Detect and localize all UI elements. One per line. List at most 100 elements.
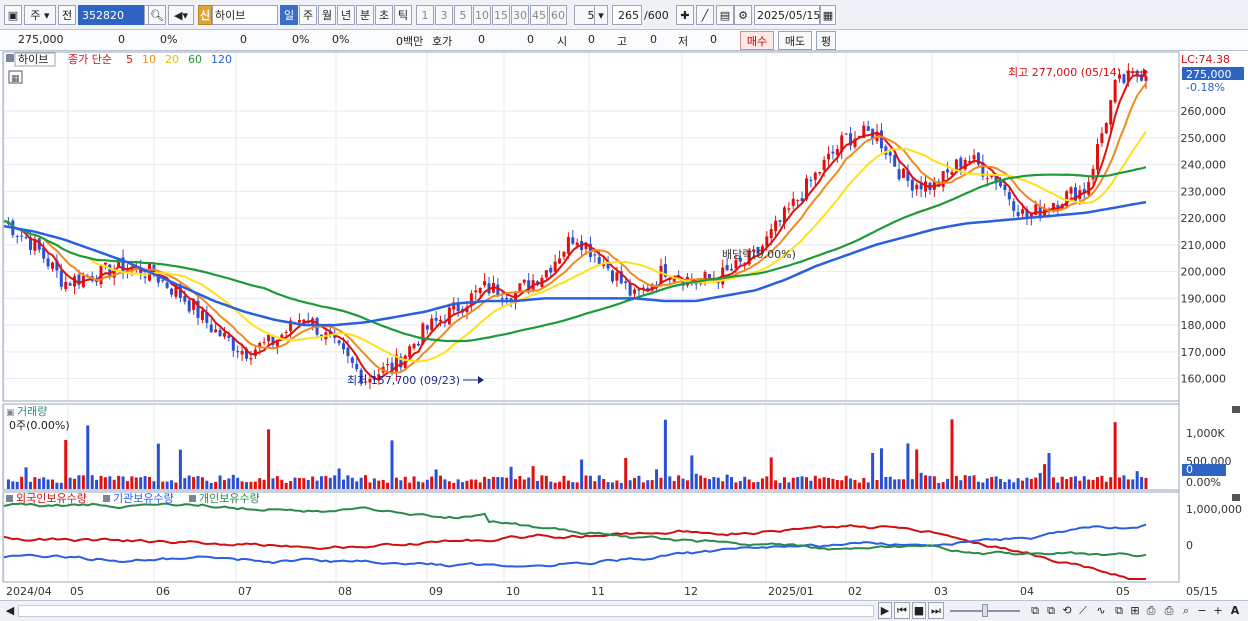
candle-body	[809, 179, 813, 181]
view-toggle-button[interactable]: 전	[58, 5, 76, 25]
panel-close-icon[interactable]	[1232, 406, 1240, 413]
interval-button-15[interactable]: 15	[492, 5, 510, 25]
candle-body	[121, 257, 125, 273]
candle-body	[703, 272, 707, 281]
candle-body	[46, 258, 50, 267]
interval-button-60[interactable]: 60	[549, 5, 567, 25]
volume-bar	[196, 476, 200, 489]
volume-bar	[236, 477, 240, 489]
quote-bar: 275,000 0 0% 0 0% 0% 0백만 호가 0 0 시 0 고 0 …	[0, 30, 1248, 51]
compare-icon[interactable]: ⧉	[1047, 603, 1055, 617]
candle-body	[791, 198, 795, 206]
volume-bar	[249, 481, 253, 489]
low-label: 저	[678, 35, 689, 48]
buy-button[interactable]: 매수	[740, 31, 774, 50]
volume-bar	[333, 475, 337, 489]
candle-body	[619, 271, 623, 284]
period-button-0[interactable]: 일	[280, 5, 298, 25]
candle-body	[906, 170, 910, 181]
data-count-input[interactable]: 265	[612, 5, 642, 25]
stock-name-field[interactable]: 하이브	[212, 5, 278, 25]
candle-body	[522, 279, 526, 283]
volume-bar	[610, 482, 614, 489]
svg-text:▦: ▦	[11, 74, 20, 84]
volume-bar	[469, 479, 473, 489]
gear-icon[interactable]: ⚙	[734, 5, 752, 25]
interval-button-10[interactable]: 10	[473, 5, 491, 25]
rewind-icon[interactable]: ⏮	[894, 602, 910, 619]
candle-body	[985, 178, 989, 180]
volume-bar	[787, 482, 791, 489]
grid-icon[interactable]: ⊞	[1130, 604, 1140, 617]
scroll-right-icon[interactable]: ▶	[878, 602, 892, 619]
fast-forward-icon[interactable]: ⏭	[928, 602, 944, 619]
volume-bar	[730, 477, 734, 489]
zoom-search-icon[interactable]: ⌕	[1182, 603, 1190, 617]
price-tick-label: 200,000	[1181, 266, 1227, 279]
volume-bar	[95, 479, 99, 489]
crosshair-icon[interactable]: ✚	[676, 5, 694, 25]
candle-body	[500, 298, 504, 300]
speaker-icon[interactable]: ◀▾	[168, 5, 194, 25]
volume-bar	[760, 478, 764, 489]
volume-bar	[677, 475, 681, 489]
period-type-dropdown[interactable]: 주 ▾	[24, 5, 56, 25]
pattern-icon[interactable]: ∿	[1096, 604, 1106, 617]
trend-icon[interactable]: ⟋	[1079, 603, 1087, 617]
zoom-slider-thumb[interactable]	[982, 604, 988, 617]
interval-button-1[interactable]: 1	[416, 5, 434, 25]
zoom-in-icon[interactable]: +	[1213, 604, 1223, 617]
x-axis-ticks: 2024/04 05 06 07 08 09 10 11 12 2025/01 02 03 04 05 05…	[6, 585, 1218, 598]
period-button-5[interactable]: 초	[375, 5, 393, 25]
average-button[interactable]: 평	[816, 31, 836, 50]
print-icon[interactable]: ⎙	[1164, 603, 1174, 617]
candle-body	[1082, 189, 1086, 194]
volume-bar	[103, 477, 107, 489]
volume-bars	[6, 419, 1148, 489]
period-button-4[interactable]: 분	[356, 5, 374, 25]
candle-body	[434, 317, 438, 321]
interval-button-45[interactable]: 45	[530, 5, 548, 25]
copy-icon[interactable]: ⧉	[1115, 603, 1123, 617]
volume-bar	[64, 439, 68, 489]
tile-view-icon[interactable]: ⧉	[1031, 603, 1039, 617]
stock-code-input[interactable]: 352820	[78, 5, 144, 25]
candle-body	[59, 270, 63, 287]
zoom-out-icon[interactable]: −	[1197, 604, 1207, 617]
stop-icon[interactable]: ■	[912, 602, 926, 619]
period-type-value: 주	[30, 9, 41, 22]
link-icon[interactable]: ⟲	[1062, 604, 1072, 617]
interval-button-30[interactable]: 30	[511, 5, 529, 25]
volume-bar	[90, 475, 94, 489]
trend-tool-icon[interactable]: ╱	[696, 5, 714, 25]
chevron-down-icon[interactable]: ▾	[594, 5, 608, 25]
calendar-icon[interactable]: ▦	[820, 5, 836, 25]
volume-bar	[496, 477, 500, 489]
volume-bar	[893, 479, 897, 489]
period-button-3[interactable]: 년	[337, 5, 355, 25]
print-icon[interactable]: ⎙	[1146, 603, 1156, 617]
candle-body	[641, 287, 645, 289]
sell-button[interactable]: 매도	[778, 31, 812, 50]
save-icon[interactable]: ▤	[716, 5, 734, 25]
period-button-1[interactable]: 주	[299, 5, 317, 25]
scroll-left-icon[interactable]: ◀	[5, 604, 15, 617]
candle-body	[416, 343, 420, 346]
volume-bar	[941, 482, 945, 489]
stock-chart[interactable]: 260,000 250,000 240,000 230,000 220,000 210,0…	[0, 51, 1248, 600]
candle-body	[218, 329, 222, 337]
candle-body	[377, 374, 381, 381]
font-size-icon[interactable]: A	[1230, 604, 1240, 617]
search-icon[interactable]: 🔍︎	[148, 5, 166, 25]
interval-button-5[interactable]: 5	[454, 5, 472, 25]
x-axis-label: 04	[1020, 585, 1034, 598]
period-button-6[interactable]: 틱	[394, 5, 412, 25]
period-button-2[interactable]: 월	[318, 5, 336, 25]
volume-bar	[161, 481, 165, 489]
panel-close-icon[interactable]	[1232, 494, 1240, 501]
interval-button-3[interactable]: 3	[435, 5, 453, 25]
date-input[interactable]: 2025/05/15	[754, 5, 820, 25]
layout-icon[interactable]: ▣	[4, 5, 22, 25]
volume-bar	[377, 480, 381, 489]
horizontal-scrollbar[interactable]	[18, 605, 874, 617]
